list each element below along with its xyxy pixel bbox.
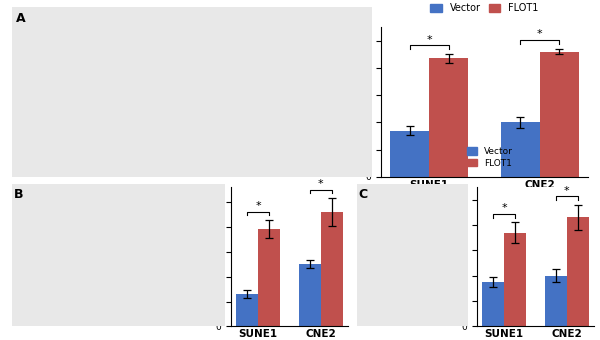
- Bar: [501, 122, 540, 177]
- Text: B: B: [14, 188, 23, 201]
- Bar: [482, 282, 504, 326]
- Legend: Vector, FLOT1: Vector, FLOT1: [427, 0, 542, 17]
- Bar: [321, 212, 343, 326]
- Bar: [299, 264, 321, 326]
- Bar: [567, 217, 589, 326]
- Text: *: *: [564, 186, 569, 196]
- Y-axis label: % of invasive structure: % of invasive structure: [438, 204, 447, 309]
- Bar: [545, 276, 567, 326]
- Text: A: A: [16, 12, 25, 25]
- Text: C: C: [358, 188, 367, 201]
- Text: *: *: [256, 201, 261, 211]
- Bar: [391, 131, 429, 177]
- Legend: Vector, FLOT1: Vector, FLOT1: [467, 147, 512, 168]
- Text: *: *: [502, 203, 507, 214]
- Y-axis label: Number of invaded cells: Number of invaded cells: [192, 201, 201, 312]
- Bar: [504, 233, 526, 326]
- Bar: [540, 52, 578, 177]
- Legend: Vector, FLOT1: Vector, FLOT1: [221, 147, 266, 168]
- Bar: [236, 294, 258, 326]
- Text: *: *: [537, 29, 542, 39]
- Text: *: *: [318, 179, 323, 189]
- Bar: [258, 229, 280, 326]
- Bar: [429, 58, 468, 177]
- Text: *: *: [427, 35, 432, 45]
- Y-axis label: Wound closure (%): Wound closure (%): [342, 59, 351, 144]
